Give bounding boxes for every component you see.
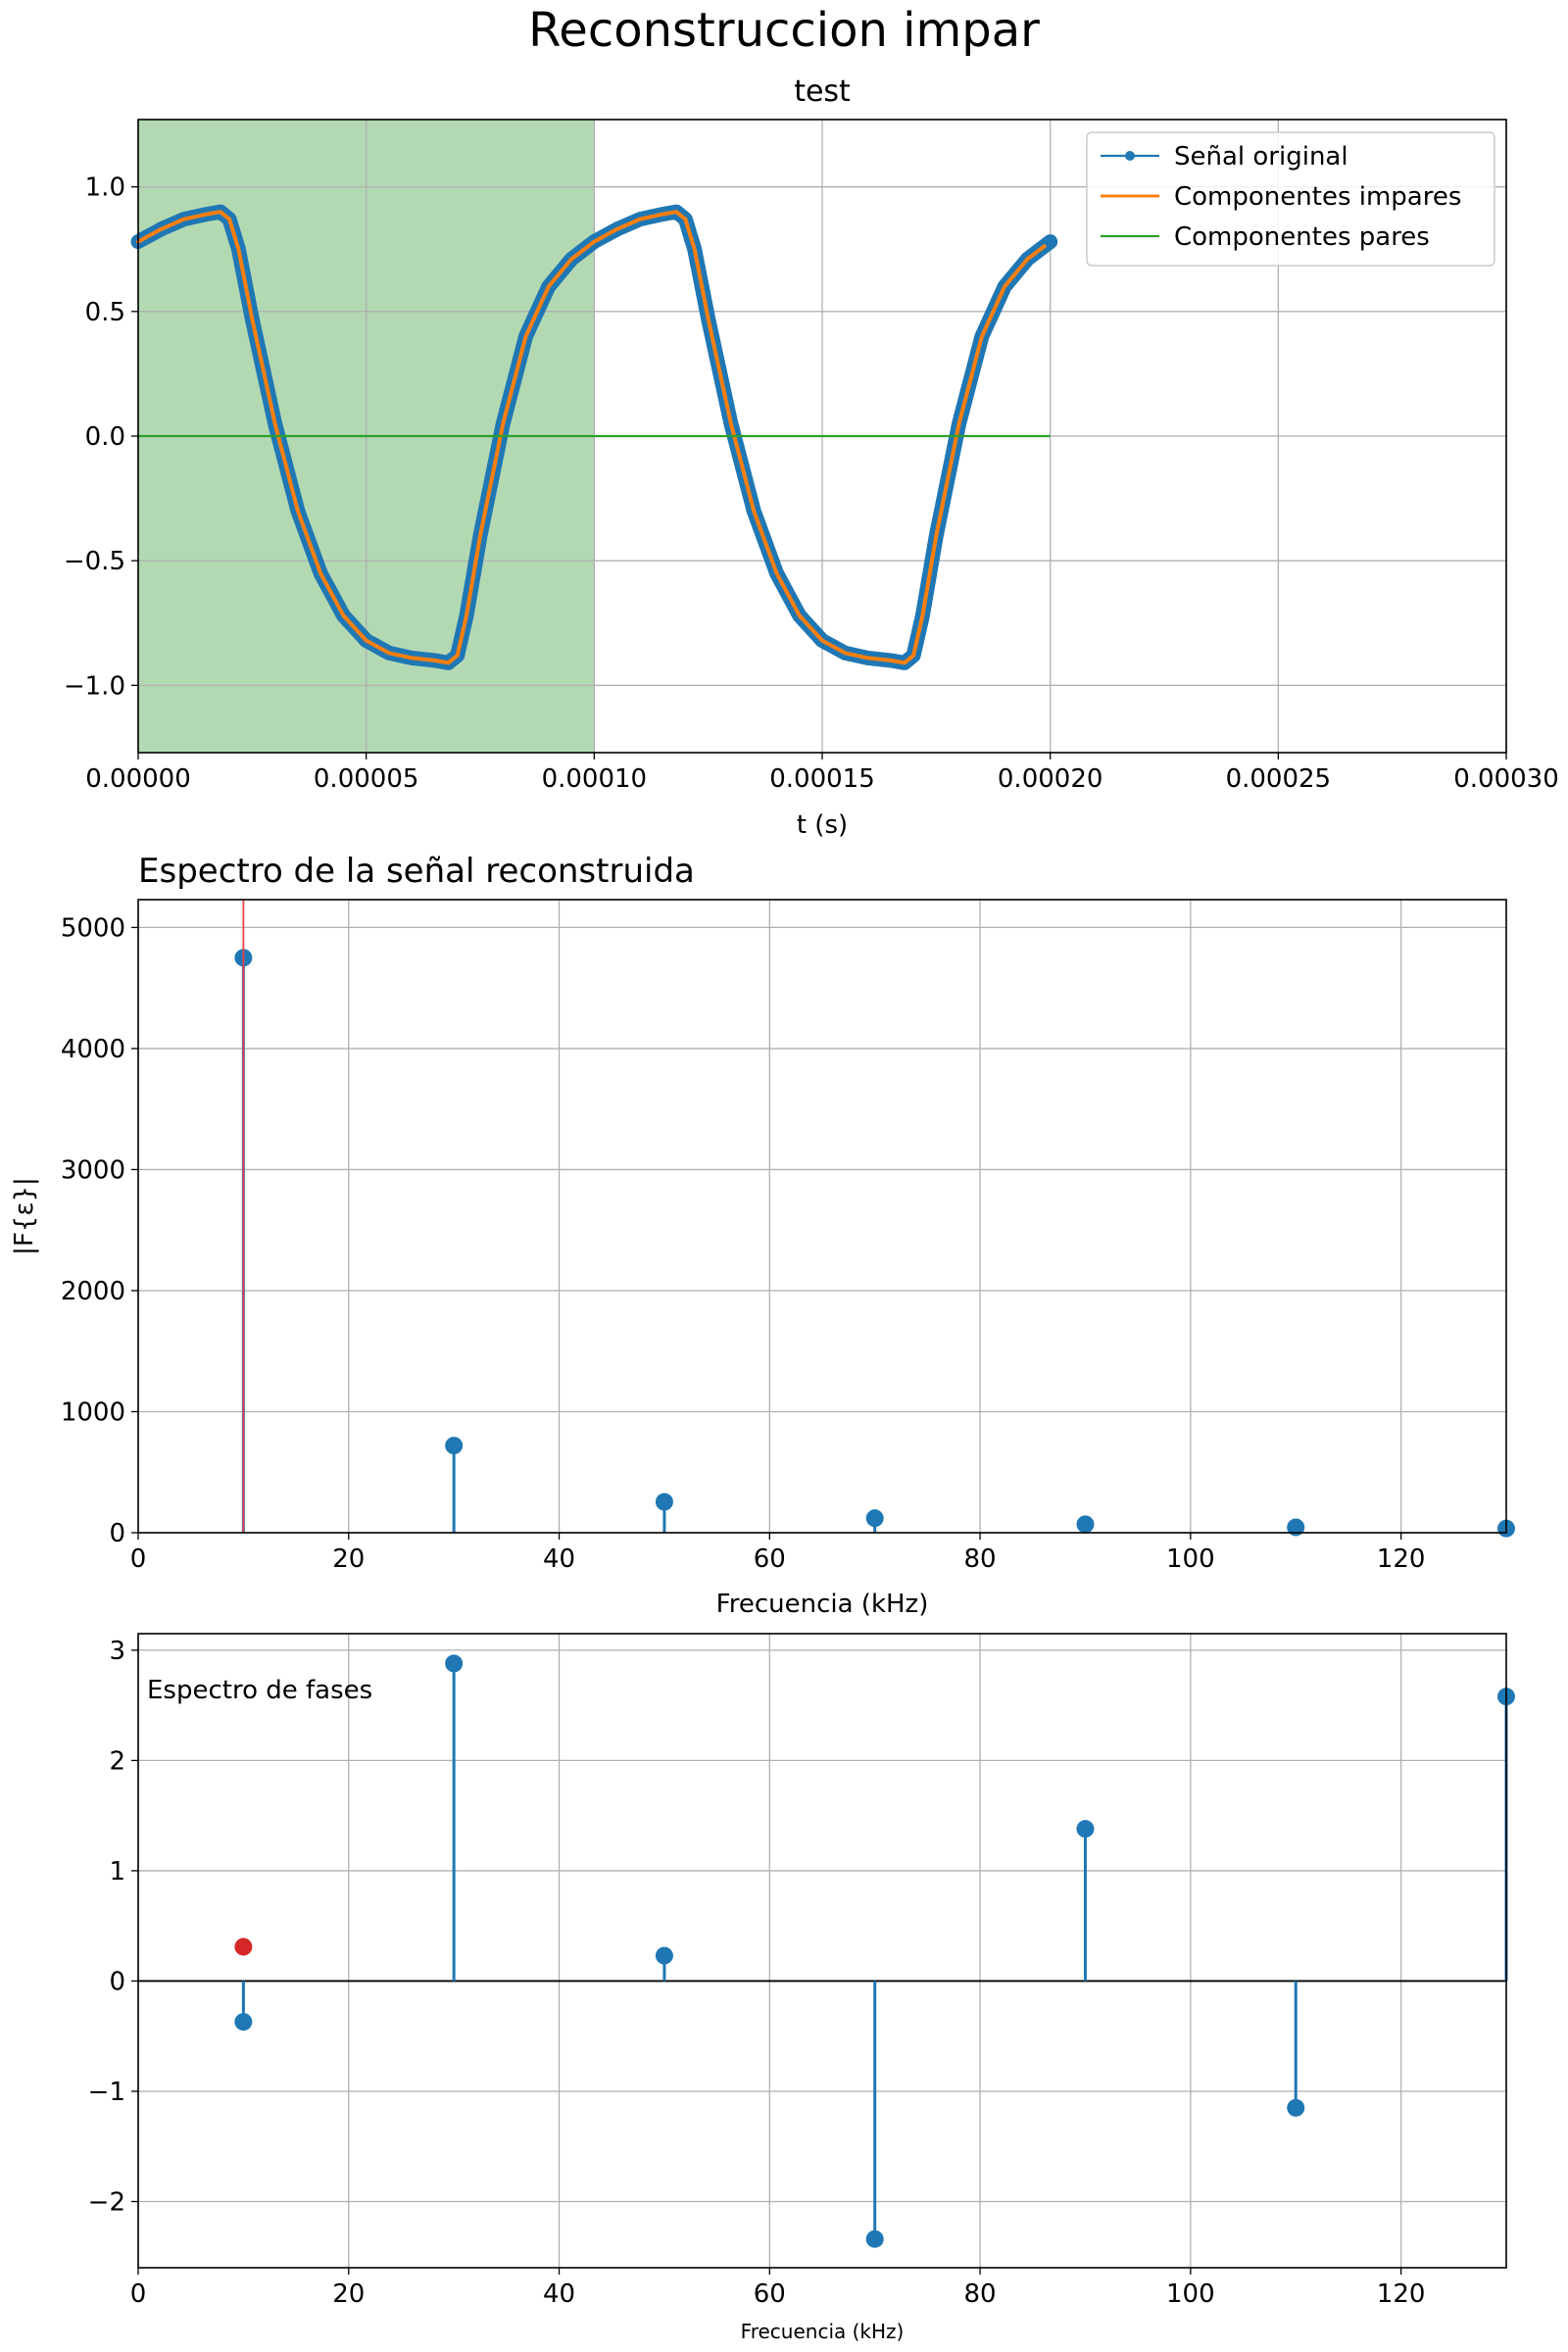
x-tick-label: 0.00020 [998, 764, 1103, 794]
phase-stem-marker [1076, 1820, 1095, 1838]
y-tick-label: 1 [109, 1857, 125, 1886]
series-odd-components-line [136, 210, 1053, 665]
x-tick-label: 40 [543, 2279, 575, 2309]
p2-stems [234, 900, 1515, 1538]
x-tick-label: 60 [754, 1544, 786, 1574]
x-tick-label: 0.00010 [542, 764, 648, 794]
y-tick-label: 3000 [61, 1155, 125, 1185]
x-tick-label: 0.00005 [314, 764, 419, 794]
p3-annotation: Espectro de fases [147, 1676, 372, 1705]
x-tick-label: 20 [332, 2279, 365, 2309]
x-tick-label: 20 [332, 1544, 365, 1574]
phase-spectrum-panel: 0 20 40 60 80 100 120 −2 −1 0 1 2 3 Espectro de fase… [88, 1633, 1515, 2343]
magnitude-stem-marker [1287, 1518, 1305, 1537]
phase-highlight-marker [234, 1937, 253, 1956]
p2-ticks: 0 20 40 60 80 100 120 0 1000 2000 3000 4000 5000 [61, 913, 1426, 1574]
y-tick-label: 0 [109, 1967, 125, 1996]
p3-stems [234, 1654, 1515, 2248]
y-tick-label: 0.0 [85, 422, 125, 452]
x-tick-label: 80 [964, 1544, 997, 1574]
p3-grid [137, 1634, 1506, 2268]
magnitude-stem-marker [445, 1437, 464, 1455]
x-tick-label: 100 [1166, 2279, 1215, 2309]
magnitude-stem-marker [655, 1493, 673, 1511]
p3-xlabel: Frecuencia (kHz) [741, 2320, 905, 2343]
p2-axes-frame [137, 899, 1507, 1534]
x-tick-label: 60 [754, 2279, 786, 2309]
x-tick-label: 0.00030 [1453, 764, 1559, 794]
x-tick-label: 0 [130, 1544, 147, 1574]
time-domain-panel: 0.00000 0.00005 0.00010 0.00015 0.00020 0.000… [64, 74, 1559, 840]
p1-legend: Señal original Componentes impares Compo… [1086, 131, 1495, 267]
y-tick-label: −1 [88, 2078, 125, 2107]
p1-series [130, 204, 1058, 670]
phase-stem-marker [445, 1654, 464, 1673]
legend-label-even: Componentes pares [1174, 222, 1430, 252]
y-tick-label: 0.5 [85, 298, 125, 327]
y-tick-label: −2 [88, 2187, 125, 2217]
p3-axes-frame [137, 1633, 1507, 2269]
x-tick-label: 0.00015 [769, 764, 875, 794]
p2-xlabel: Frecuencia (kHz) [716, 1590, 929, 1619]
figure-suptitle: Reconstruccion impar [528, 3, 1040, 58]
x-tick-label: 80 [964, 2279, 997, 2309]
phase-stem-marker [234, 2013, 253, 2032]
y-tick-label: 3 [109, 1637, 125, 1666]
p1-ticks: 0.00000 0.00005 0.00010 0.00015 0.00020 0.000… [64, 173, 1559, 794]
legend-frame [1086, 131, 1495, 267]
y-tick-label: 1.0 [85, 173, 125, 203]
phase-stem-marker [1287, 2098, 1305, 2117]
phase-stem-marker [865, 2230, 884, 2248]
y-tick-label: 4000 [61, 1035, 125, 1064]
magnitude-stem-marker [865, 1509, 884, 1528]
p2-title: Espectro de la señal reconstruida [138, 852, 695, 891]
x-tick-label: 120 [1377, 2279, 1426, 2309]
y-tick-label: 2000 [61, 1277, 125, 1306]
series-original-endpoint [1044, 235, 1056, 248]
x-tick-label: 0.00025 [1226, 764, 1332, 794]
y-tick-label: 5000 [61, 913, 125, 943]
legend-label-odd: Componentes impares [1174, 182, 1461, 212]
y-tick-label: 0 [109, 1519, 125, 1548]
y-tick-label: −0.5 [64, 547, 125, 576]
y-tick-label: −1.0 [64, 671, 125, 701]
x-tick-label: 120 [1377, 1544, 1426, 1574]
legend-marker-original [1125, 151, 1135, 161]
p1-title: test [794, 74, 851, 109]
p3-ticks: 0 20 40 60 80 100 120 −2 −1 0 1 2 3 [88, 1637, 1426, 2309]
x-tick-label: 40 [543, 1544, 575, 1574]
p2-grid [137, 900, 1506, 1534]
p1-xlabel: t (s) [797, 810, 848, 840]
p2-ylabel: |F{ε}| [10, 1177, 39, 1255]
magnitude-spectrum-panel: 0 20 40 60 80 100 120 0 1000 2000 3000 4000 5000 Esp… [10, 852, 1515, 1619]
y-tick-label: 1000 [61, 1397, 125, 1427]
phase-stem-marker [655, 1946, 673, 1965]
x-tick-label: 0 [130, 2279, 147, 2309]
legend-label-original: Señal original [1174, 142, 1348, 172]
x-tick-label: 100 [1166, 1544, 1215, 1574]
x-tick-label: 0.00000 [85, 764, 191, 794]
magnitude-stem-marker [1076, 1515, 1095, 1534]
y-tick-label: 2 [109, 1746, 125, 1776]
